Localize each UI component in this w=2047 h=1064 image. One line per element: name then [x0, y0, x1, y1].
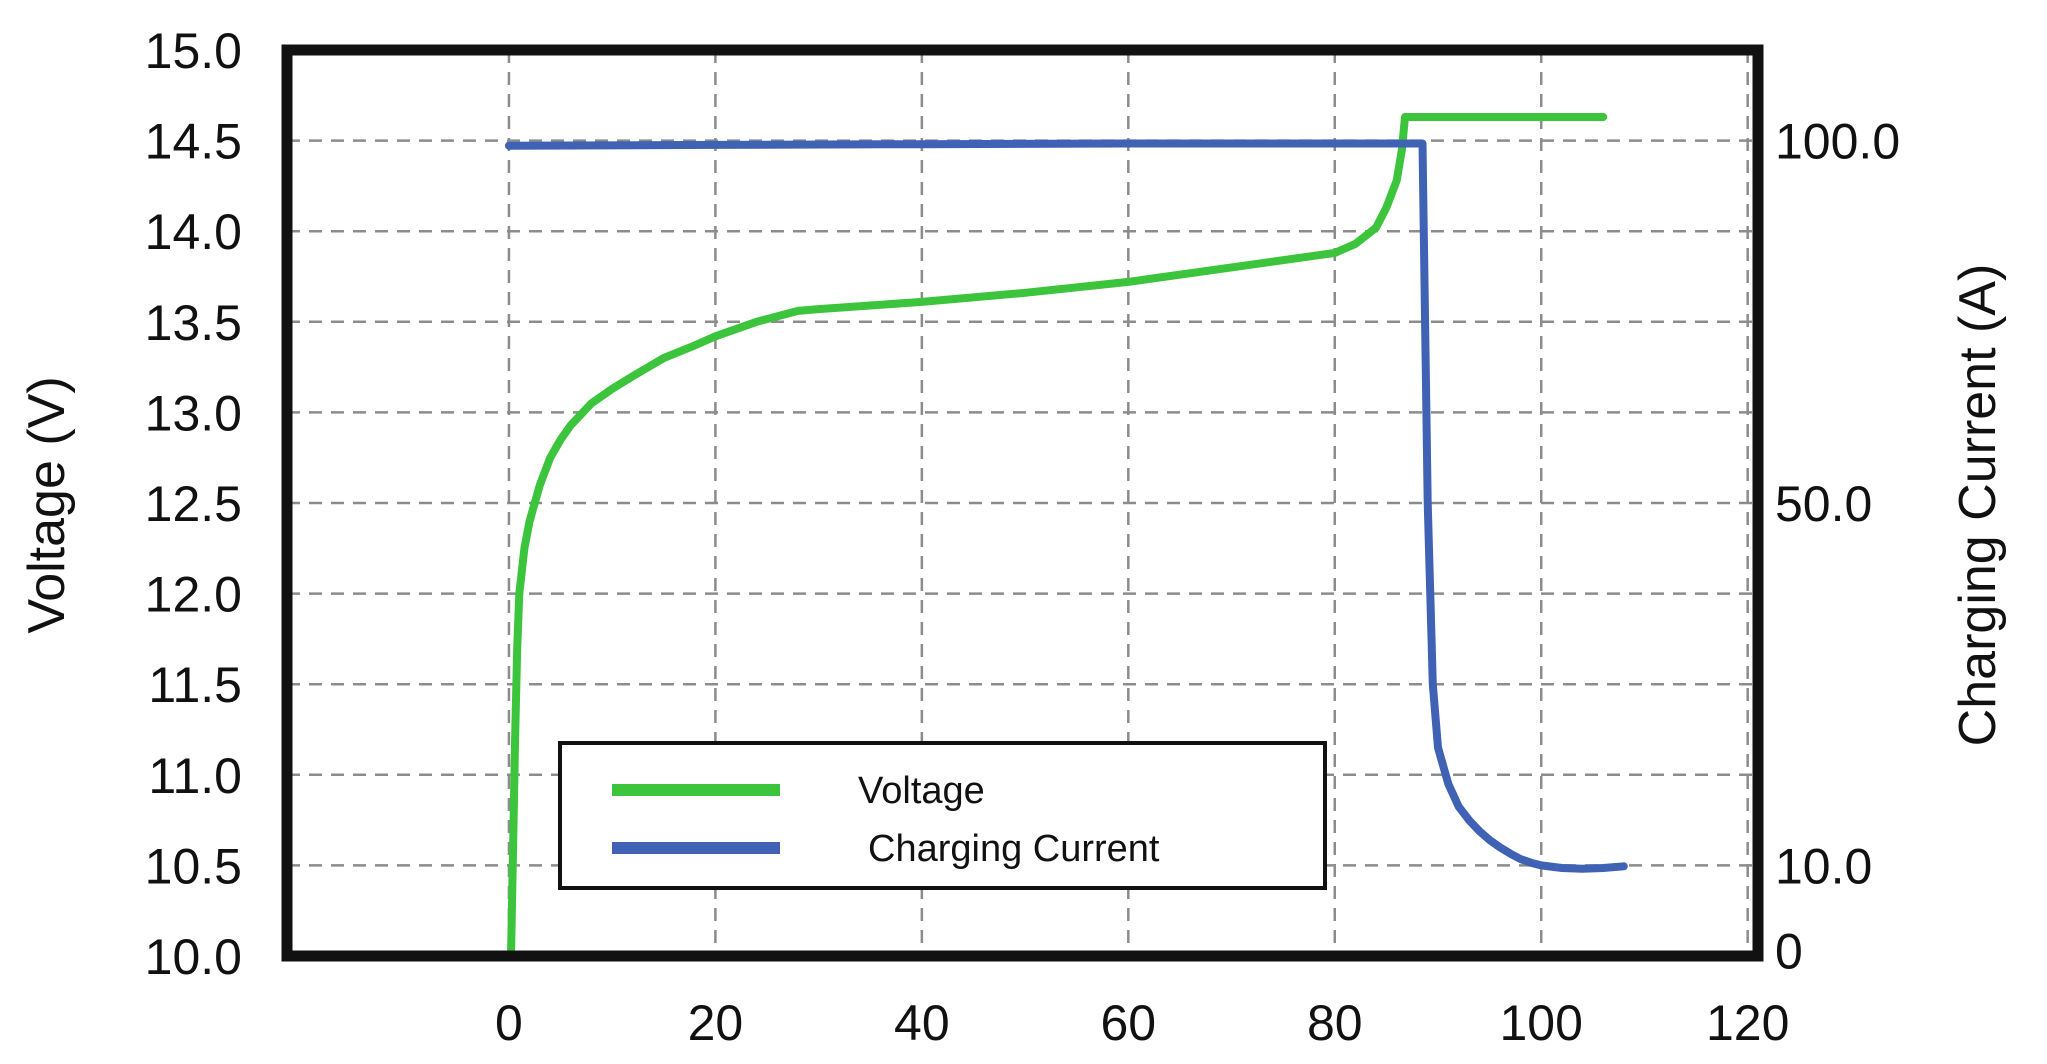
y-tick-label: 13.5	[145, 295, 242, 351]
y2-axis-title: Charging Current (A)	[1949, 264, 2007, 747]
y-tick-label: 12.0	[145, 567, 242, 623]
x-tick-label: 120	[1706, 995, 1789, 1051]
y2-axis-tick-labels: 0 10.0 50.0 100.0	[1775, 114, 1900, 980]
x-tick-label: 0	[495, 995, 523, 1051]
legend-box	[558, 741, 1327, 890]
y-axis-title: Voltage (V)	[18, 376, 76, 633]
x-tick-label: 100	[1500, 995, 1583, 1051]
series-line-charging-current	[504, 139, 1628, 873]
legend-label: Voltage	[858, 770, 985, 812]
x-tick-label: 60	[1100, 995, 1156, 1051]
series-lines	[504, 113, 1628, 960]
y-axis-tick-labels: 10.0 10.5 11.0 11.5 12.0 12.5 13.0 13.5 14.0 14.5…	[145, 23, 242, 985]
legend-label: Charging Current	[868, 828, 1160, 870]
legend: Voltage Charging Current	[558, 741, 1327, 890]
plot-frame	[281, 44, 1764, 962]
x-tick-label: 80	[1307, 995, 1363, 1051]
y2-tick-label: 10.0	[1775, 838, 1872, 894]
y-tick-label: 14.0	[145, 204, 242, 260]
y-tick-label: 14.5	[145, 114, 242, 170]
x-axis-tick-labels: 0 20 40 60 80 100 120	[495, 995, 1789, 1051]
y-tick-label: 12.5	[145, 476, 242, 532]
y2-tick-label: 50.0	[1775, 476, 1872, 532]
y-tick-label: 10.0	[145, 929, 242, 985]
series-line-voltage	[507, 113, 1608, 960]
x-tick-label: 40	[894, 995, 950, 1051]
y-tick-label: 11.0	[148, 748, 242, 804]
y-tick-label: 13.0	[145, 385, 242, 441]
y-tick-label: 11.5	[148, 657, 242, 713]
y2-tick-label: 100.0	[1775, 114, 1900, 170]
y2-tick-label: 0	[1775, 924, 1803, 980]
y-tick-label: 15.0	[145, 23, 242, 79]
y-tick-label: 10.5	[145, 838, 242, 894]
plot-border	[281, 44, 1764, 962]
x-tick-label: 20	[688, 995, 744, 1051]
